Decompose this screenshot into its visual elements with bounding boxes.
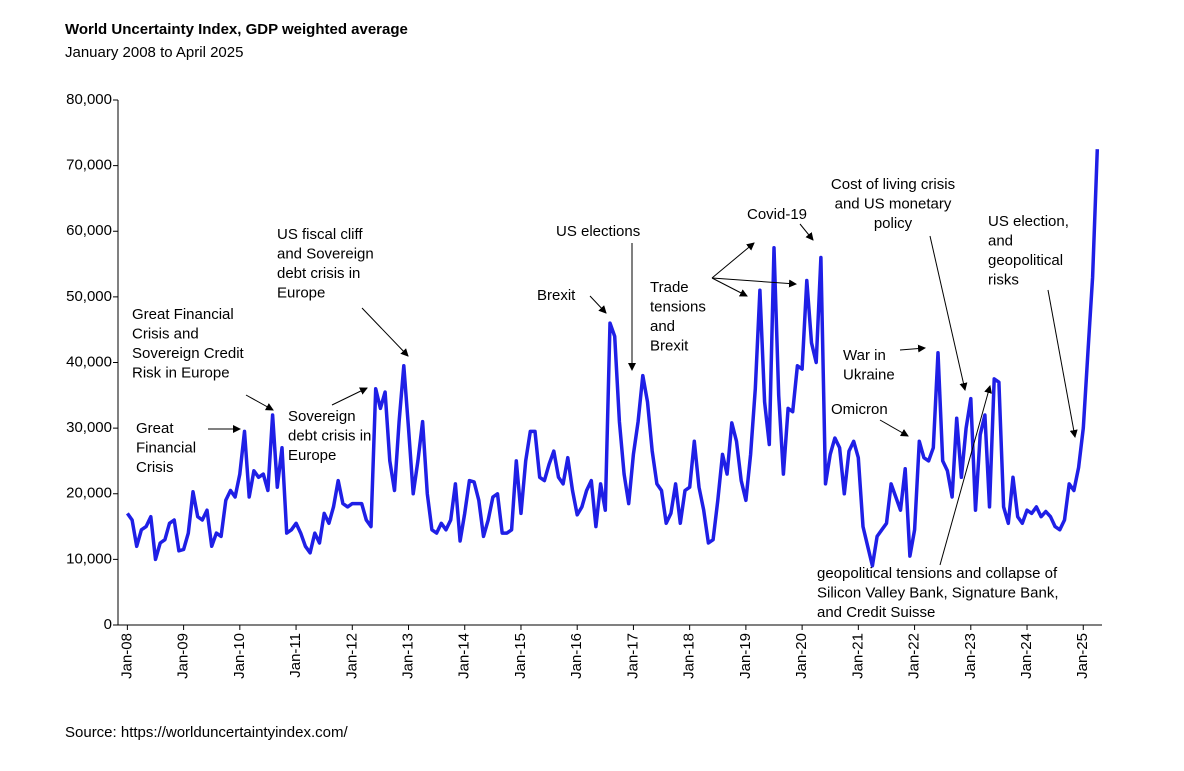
- annotation: and: [650, 318, 675, 335]
- x-tick-label: Jan-24: [1018, 633, 1035, 679]
- x-tick-label: Jan-11: [287, 633, 304, 678]
- x-tick-label: Jan-14: [456, 633, 473, 679]
- x-tick-label: Jan-19: [737, 633, 754, 679]
- annotation-arrow: [589, 295, 607, 314]
- annotation: Financial: [136, 439, 196, 456]
- y-tick-label: 10,000: [66, 550, 112, 567]
- annotation: Risk in Europe: [132, 364, 230, 381]
- annotation: Silicon Valley Bank, Signature Bank,: [817, 584, 1059, 601]
- x-tick-label: Jan-18: [681, 633, 698, 679]
- annotation: and US monetary: [835, 195, 952, 212]
- annotation-arrow: [939, 385, 992, 566]
- annotation-arrow: [711, 277, 748, 297]
- annotation: US elections: [556, 223, 640, 240]
- y-tick-label: 60,000: [66, 222, 112, 239]
- annotation-arrow: [331, 387, 368, 406]
- annotation: US election,: [988, 213, 1069, 230]
- annotation: Sovereign Credit: [132, 345, 245, 362]
- data-line: [125, 149, 1100, 568]
- source: Source: https://worlduncertaintyindex.co…: [65, 724, 348, 741]
- annotation-arrow: [899, 344, 926, 353]
- annotation: Great: [136, 420, 174, 437]
- annotation: US fiscal cliff: [277, 226, 363, 243]
- annotation-arrow: [711, 277, 797, 288]
- annotation: debt crisis in: [277, 265, 360, 282]
- annotation: Crisis: [136, 459, 174, 476]
- annotation: geopolitical: [988, 252, 1063, 269]
- annotation: and: [988, 232, 1013, 249]
- annotation: Ukraine: [843, 366, 895, 383]
- annotation: Trade: [650, 279, 689, 296]
- x-tick-label: Jan-22: [906, 633, 923, 679]
- annotation: Great Financial: [132, 306, 234, 323]
- annotation: Brexit: [537, 287, 576, 304]
- annotation-arrow: [799, 223, 814, 241]
- x-tick-label: Jan-23: [962, 633, 979, 679]
- x-tick-label: Jan-13: [399, 633, 416, 679]
- annotation: and Sovereign: [277, 245, 374, 262]
- annotation: Omicron: [831, 401, 888, 418]
- annotation: Cost of living crisis: [831, 176, 955, 193]
- y-tick-label: 70,000: [66, 157, 112, 174]
- x-tick-label: Jan-09: [175, 633, 192, 679]
- x-tick-label: Jan-25: [1074, 633, 1091, 679]
- annotation: Sovereign: [288, 408, 356, 425]
- annotation: geopolitical tensions and collapse of: [817, 565, 1058, 582]
- annotation-arrow: [361, 307, 409, 357]
- y-tick-label: 30,000: [66, 419, 112, 436]
- annotation: tensions: [650, 298, 706, 315]
- x-tick-label: Jan-12: [343, 633, 360, 679]
- annotation: Brexit: [650, 337, 689, 354]
- chart-subtitle: January 2008 to April 2025: [65, 44, 243, 61]
- annotation-arrow: [711, 242, 755, 279]
- annotation: debt crisis in: [288, 427, 371, 444]
- y-tick-label: 20,000: [66, 485, 112, 502]
- y-tick-label: 50,000: [66, 288, 112, 305]
- annotation: Europe: [277, 284, 325, 301]
- annotation: risks: [988, 271, 1019, 288]
- x-tick-label: Jan-10: [231, 633, 248, 679]
- annotation: War in: [843, 347, 886, 364]
- y-tick-label: 40,000: [66, 353, 112, 370]
- annotation: policy: [874, 215, 913, 232]
- annotation: Crisis and: [132, 325, 199, 342]
- annotation: Europe: [288, 447, 336, 464]
- y-tick-label: 0: [104, 616, 112, 633]
- chart-title: World Uncertainty Index, GDP weighted av…: [65, 21, 408, 38]
- y-tick-label: 80,000: [66, 91, 112, 108]
- annotation: Covid-19: [747, 206, 807, 223]
- annotation: and Credit Suisse: [817, 604, 935, 621]
- x-tick-label: Jan-16: [568, 633, 585, 679]
- x-tick-label: Jan-15: [512, 633, 529, 679]
- annotation-arrow: [879, 419, 909, 437]
- x-tick-label: Jan-21: [849, 633, 866, 679]
- annotation-arrow: [245, 394, 274, 411]
- x-tick-label: Jan-08: [118, 633, 135, 679]
- annotation-arrow: [1047, 289, 1078, 438]
- x-tick-label: Jan-20: [793, 633, 810, 679]
- x-tick-label: Jan-17: [624, 633, 641, 679]
- annotation-arrow: [929, 235, 968, 391]
